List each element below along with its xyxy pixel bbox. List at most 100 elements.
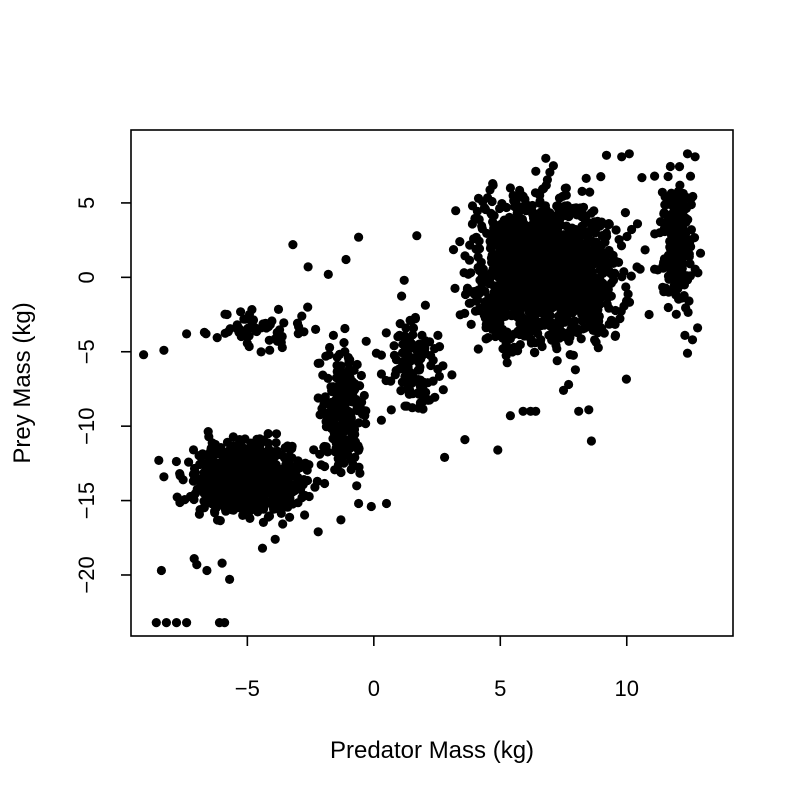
data-point (586, 208, 596, 218)
data-point (222, 485, 232, 495)
data-point (464, 298, 474, 308)
data-point (666, 265, 676, 275)
data-point (507, 310, 517, 320)
data-point (415, 381, 425, 391)
data-point (592, 237, 602, 247)
y-tick-label: 0 (74, 271, 99, 283)
data-point (505, 280, 515, 290)
data-point (247, 493, 257, 503)
data-point (263, 438, 273, 448)
x-tick-label: 0 (368, 676, 380, 701)
data-point (597, 327, 607, 337)
data-point (518, 235, 528, 246)
data-point (481, 204, 491, 215)
data-point (182, 618, 192, 628)
data-point (192, 560, 202, 570)
data-point (331, 394, 341, 404)
data-point (487, 324, 497, 334)
data-point (246, 438, 256, 448)
data-point (693, 323, 703, 333)
x-tick-label: 5 (494, 676, 506, 701)
data-point (448, 245, 459, 255)
data-point (311, 324, 321, 334)
data-point (376, 415, 386, 425)
data-point (525, 265, 535, 275)
data-point (644, 309, 654, 320)
data-point (686, 200, 696, 210)
data-point (276, 337, 286, 347)
data-point (594, 311, 604, 321)
data-point (270, 491, 280, 502)
data-point (440, 452, 450, 462)
data-point (455, 237, 465, 247)
data-point (530, 348, 540, 358)
data-point (338, 434, 348, 444)
data-point (396, 386, 406, 396)
data-point (551, 217, 561, 227)
data-point (293, 498, 303, 508)
data-point (206, 443, 216, 453)
data-point (679, 206, 689, 216)
data-point (405, 336, 415, 346)
data-point (571, 291, 581, 301)
data-point (361, 419, 371, 429)
data-point (552, 356, 562, 366)
data-point (218, 451, 228, 461)
data-point (548, 161, 559, 171)
data-point (272, 446, 283, 456)
data-point (425, 337, 435, 347)
data-point (602, 292, 612, 302)
data-point (531, 166, 541, 176)
data-point (620, 208, 631, 218)
data-point (669, 210, 679, 220)
data-point (489, 281, 499, 291)
data-point (601, 150, 612, 160)
data-point (351, 399, 361, 409)
data-point (256, 347, 266, 357)
data-point (610, 305, 621, 316)
data-point (270, 534, 280, 544)
data-point (554, 202, 564, 212)
data-point (220, 618, 230, 628)
data-point (198, 486, 208, 496)
data-point (515, 314, 525, 324)
data-point (665, 236, 675, 246)
data-point (303, 302, 313, 312)
data-point (557, 287, 567, 297)
data-point (275, 325, 285, 335)
data-point (520, 194, 530, 204)
data-point (527, 207, 538, 217)
data-point (315, 449, 325, 459)
data-point (610, 331, 620, 341)
data-point (225, 574, 235, 585)
data-point (386, 405, 396, 415)
data-point (215, 461, 225, 471)
data-point (313, 358, 323, 368)
data-point (580, 310, 590, 320)
data-point (271, 438, 281, 448)
data-point (475, 275, 485, 285)
data-point (669, 250, 679, 260)
data-point (344, 356, 354, 366)
data-point (470, 306, 481, 316)
data-point (243, 323, 253, 333)
data-point (313, 527, 323, 537)
data-point (223, 327, 233, 337)
data-point (603, 281, 613, 291)
data-point (659, 287, 669, 297)
data-point (604, 319, 614, 329)
y-tick-label: −5 (74, 339, 99, 364)
data-point (300, 510, 310, 520)
data-point (419, 349, 429, 360)
data-point (558, 191, 568, 201)
data-point (263, 322, 274, 332)
data-point (228, 432, 238, 442)
data-point (659, 208, 669, 218)
data-point (266, 454, 276, 464)
data-point (151, 618, 161, 628)
data-point (566, 263, 576, 274)
data-point (622, 231, 632, 242)
data-point (412, 231, 422, 241)
data-point (586, 247, 596, 257)
data-point (614, 257, 624, 267)
